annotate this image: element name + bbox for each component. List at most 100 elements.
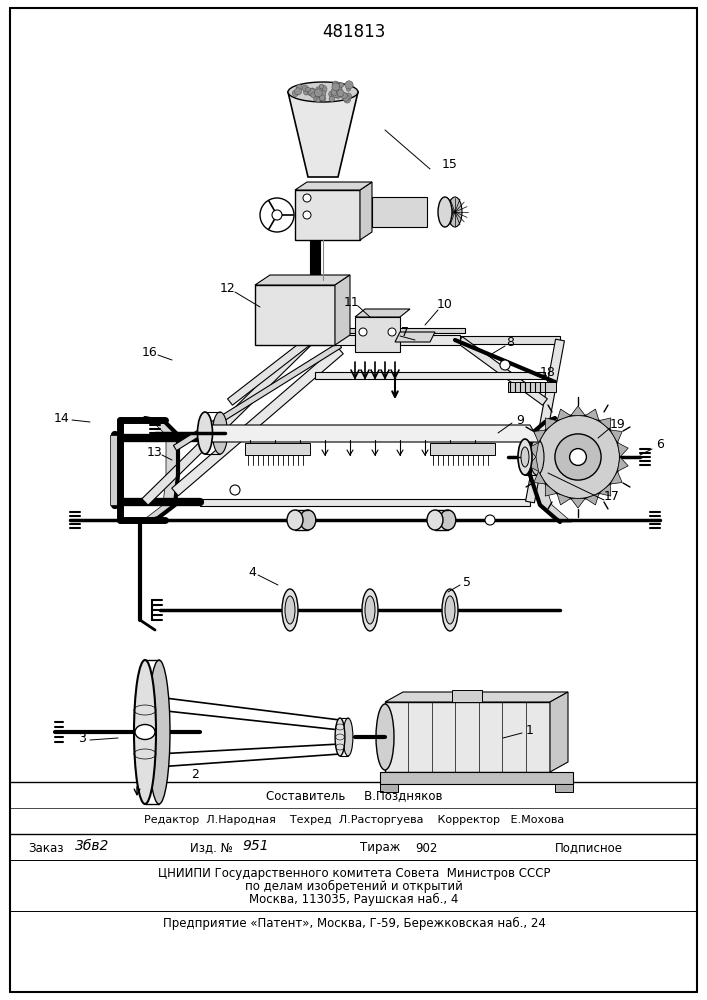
Circle shape [337,88,343,95]
Polygon shape [527,457,539,471]
Circle shape [316,98,320,102]
Text: Заказ: Заказ [28,842,64,854]
Text: 5: 5 [463,576,471,588]
Polygon shape [335,275,350,345]
Circle shape [343,93,349,100]
Ellipse shape [376,704,394,770]
Text: 6: 6 [656,438,664,452]
Ellipse shape [135,724,155,740]
Bar [380,784,398,792]
Polygon shape [172,346,344,496]
Circle shape [315,87,322,93]
Text: Москва, 113035, Раушская наб., 4: Москва, 113035, Раушская наб., 4 [250,892,459,906]
Text: 14: 14 [54,412,70,424]
Polygon shape [525,339,564,503]
Circle shape [272,210,282,220]
Circle shape [345,81,354,89]
Polygon shape [295,182,372,190]
Polygon shape [395,332,435,342]
Bar [355,317,400,352]
Circle shape [308,90,313,96]
Polygon shape [550,692,568,772]
Circle shape [331,88,339,95]
Ellipse shape [300,510,316,530]
Polygon shape [527,443,539,457]
Polygon shape [557,493,571,505]
Bar [430,443,495,455]
Text: 15: 15 [442,158,458,172]
Polygon shape [610,430,622,443]
Circle shape [315,89,322,97]
Ellipse shape [445,596,455,624]
Ellipse shape [448,197,462,227]
Text: Изд. №: Изд. № [190,842,233,854]
Ellipse shape [140,725,150,739]
Ellipse shape [362,589,378,631]
Ellipse shape [148,660,170,804]
Circle shape [310,88,315,93]
Circle shape [359,328,367,336]
Circle shape [303,89,310,95]
Polygon shape [571,406,585,416]
Ellipse shape [365,596,375,624]
Text: 7: 7 [401,326,409,338]
Text: 13: 13 [147,446,163,458]
Text: 2: 2 [191,768,199,782]
Circle shape [536,415,620,499]
Polygon shape [557,409,571,421]
Circle shape [345,93,351,100]
Polygon shape [617,443,629,457]
Circle shape [317,90,326,98]
Polygon shape [315,371,545,378]
Text: 11: 11 [344,296,360,308]
Text: 17: 17 [604,490,620,504]
Text: 19: 19 [610,418,626,432]
Ellipse shape [521,447,529,467]
Polygon shape [173,342,341,451]
Text: 18: 18 [540,365,556,378]
Ellipse shape [518,439,532,475]
Bar [245,443,310,455]
Circle shape [346,87,351,91]
Circle shape [305,87,310,92]
Ellipse shape [440,510,456,530]
Polygon shape [610,471,622,484]
Circle shape [555,434,601,480]
Ellipse shape [343,718,353,756]
Circle shape [335,82,342,89]
Polygon shape [571,498,585,508]
Circle shape [338,83,342,87]
Circle shape [329,91,335,97]
Polygon shape [534,430,546,443]
Circle shape [500,360,510,370]
Text: 3бв2: 3бв2 [75,839,110,853]
Circle shape [319,84,324,89]
Text: 16: 16 [142,346,158,359]
Ellipse shape [213,412,228,454]
Circle shape [295,88,302,95]
Circle shape [334,92,341,98]
Circle shape [292,90,298,96]
Polygon shape [534,471,546,484]
Circle shape [319,85,327,93]
Circle shape [314,96,319,102]
Bar [508,382,556,392]
Circle shape [334,86,340,92]
Ellipse shape [288,82,358,102]
Text: ЦНИИПИ Государственного комитета Совета  Министров СССР: ЦНИИПИ Государственного комитета Совета … [158,866,550,880]
Circle shape [388,328,396,336]
Text: 951: 951 [242,839,269,853]
Ellipse shape [287,510,303,530]
Polygon shape [545,418,557,430]
Circle shape [337,86,342,91]
Text: по делам изобретений и открытий: по делам изобретений и открытий [245,879,463,893]
Ellipse shape [282,589,298,631]
Text: Составитель     В.Поздняков: Составитель В.Поздняков [266,790,443,802]
Circle shape [230,485,240,495]
Polygon shape [599,484,611,496]
Polygon shape [530,418,572,522]
Circle shape [332,83,339,91]
Ellipse shape [530,439,544,475]
Circle shape [296,84,303,91]
Circle shape [303,211,311,219]
